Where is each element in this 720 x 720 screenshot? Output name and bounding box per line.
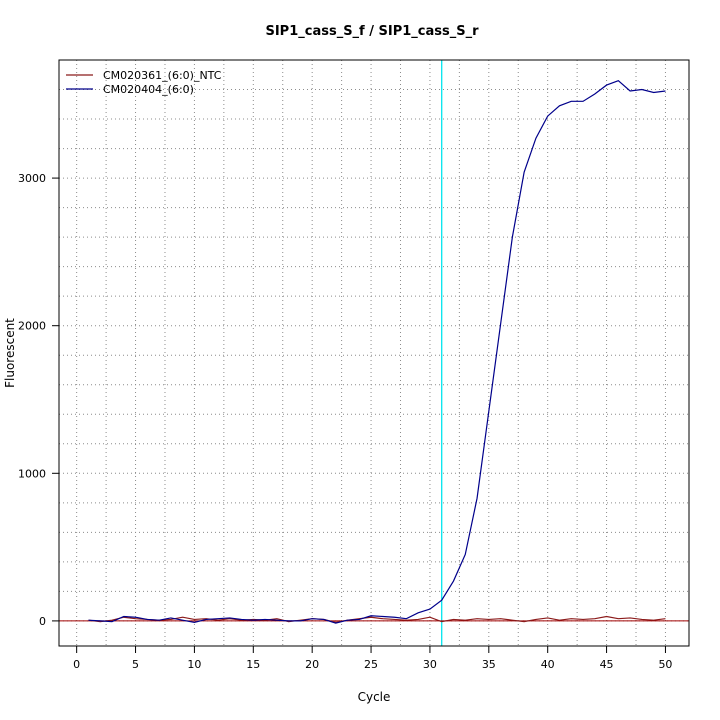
legend-label-2: CM020404_(6:0) [103, 83, 194, 96]
x-tick-label: 30 [423, 658, 437, 671]
x-tick-label: 20 [305, 658, 319, 671]
y-axis-label: Fluorescent [3, 318, 17, 388]
y-tick-label: 1000 [18, 467, 46, 480]
chart-title: SIP1_cass_S_f / SIP1_cass_S_r [265, 24, 479, 39]
legend-label-1: CM020361_(6:0)_NTC [103, 69, 222, 82]
series-line-2 [88, 79, 666, 624]
x-tick-label: 40 [541, 658, 555, 671]
y-tick-label: 3000 [18, 172, 46, 185]
y-tick-label: 2000 [18, 320, 46, 333]
x-tick-label: 5 [132, 658, 139, 671]
y-tick-label: 0 [39, 615, 46, 628]
x-tick-label: 35 [482, 658, 496, 671]
x-tick-label: 10 [187, 658, 201, 671]
x-axis: 0 5 10 15 20 25 30 35 40 45 50 [73, 645, 672, 671]
x-tick-label: 25 [364, 658, 378, 671]
x-axis-label: Cycle [358, 690, 391, 704]
x-tick-label: 15 [246, 658, 260, 671]
x-tick-label: 50 [658, 658, 672, 671]
x-tick-label: 0 [73, 658, 80, 671]
y-axis: 0 1000 2000 3000 [18, 172, 60, 628]
grid [59, 60, 689, 646]
series-layer [88, 79, 666, 624]
series-line-1 [88, 615, 666, 623]
x-tick-label: 45 [600, 658, 614, 671]
